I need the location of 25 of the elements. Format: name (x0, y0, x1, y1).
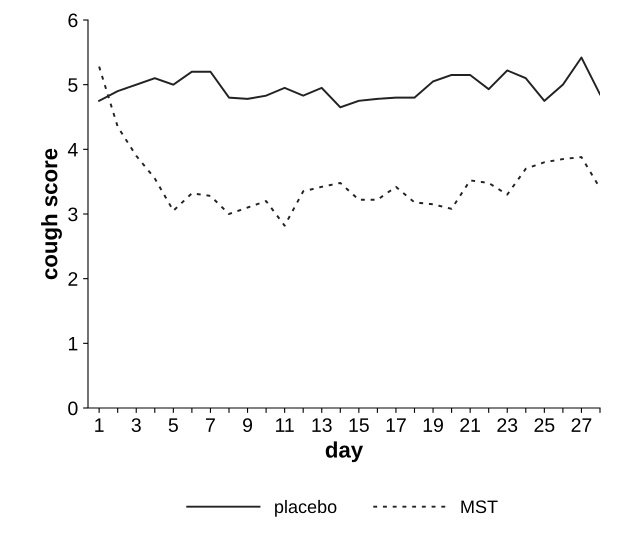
y-tick-label: 2 (68, 272, 78, 286)
x-tick-label: 7 (206, 418, 215, 432)
y-tick-label: 1 (68, 337, 78, 350)
x-tick-label: 11 (276, 418, 294, 432)
legend-label: placebo (275, 500, 336, 517)
x-tick-label: 27 (572, 418, 592, 432)
y-axis-title: cough score (41, 148, 62, 280)
y-tick-label: 4 (68, 143, 78, 156)
x-tick-label: 21 (460, 418, 480, 432)
x-tick-label: 13 (312, 418, 332, 432)
x-tick-label: 5 (168, 418, 178, 432)
x-tick-label: 19 (424, 418, 443, 432)
x-tick-label: 23 (497, 418, 518, 432)
x-tick-label: 3 (132, 418, 141, 432)
legend-label: MST (461, 500, 498, 514)
x-axis-title: day (326, 441, 364, 462)
x-tick-label: 9 (243, 418, 252, 432)
x-tick-label: 17 (386, 418, 406, 432)
y-tick-label: 3 (68, 207, 78, 222)
x-tick-label: 15 (350, 418, 369, 432)
y-tick-label: 0 (68, 401, 78, 416)
y-tick-label: 6 (68, 13, 78, 28)
y-tick-label: 5 (68, 78, 78, 92)
x-tick-label: 1 (95, 418, 104, 432)
x-tick-label: 25 (534, 418, 554, 432)
